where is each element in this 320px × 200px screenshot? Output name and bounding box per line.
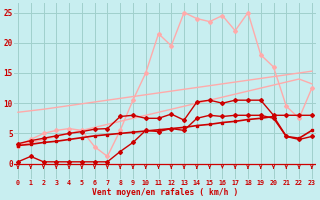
X-axis label: Vent moyen/en rafales ( km/h ): Vent moyen/en rafales ( km/h ) — [92, 188, 238, 197]
